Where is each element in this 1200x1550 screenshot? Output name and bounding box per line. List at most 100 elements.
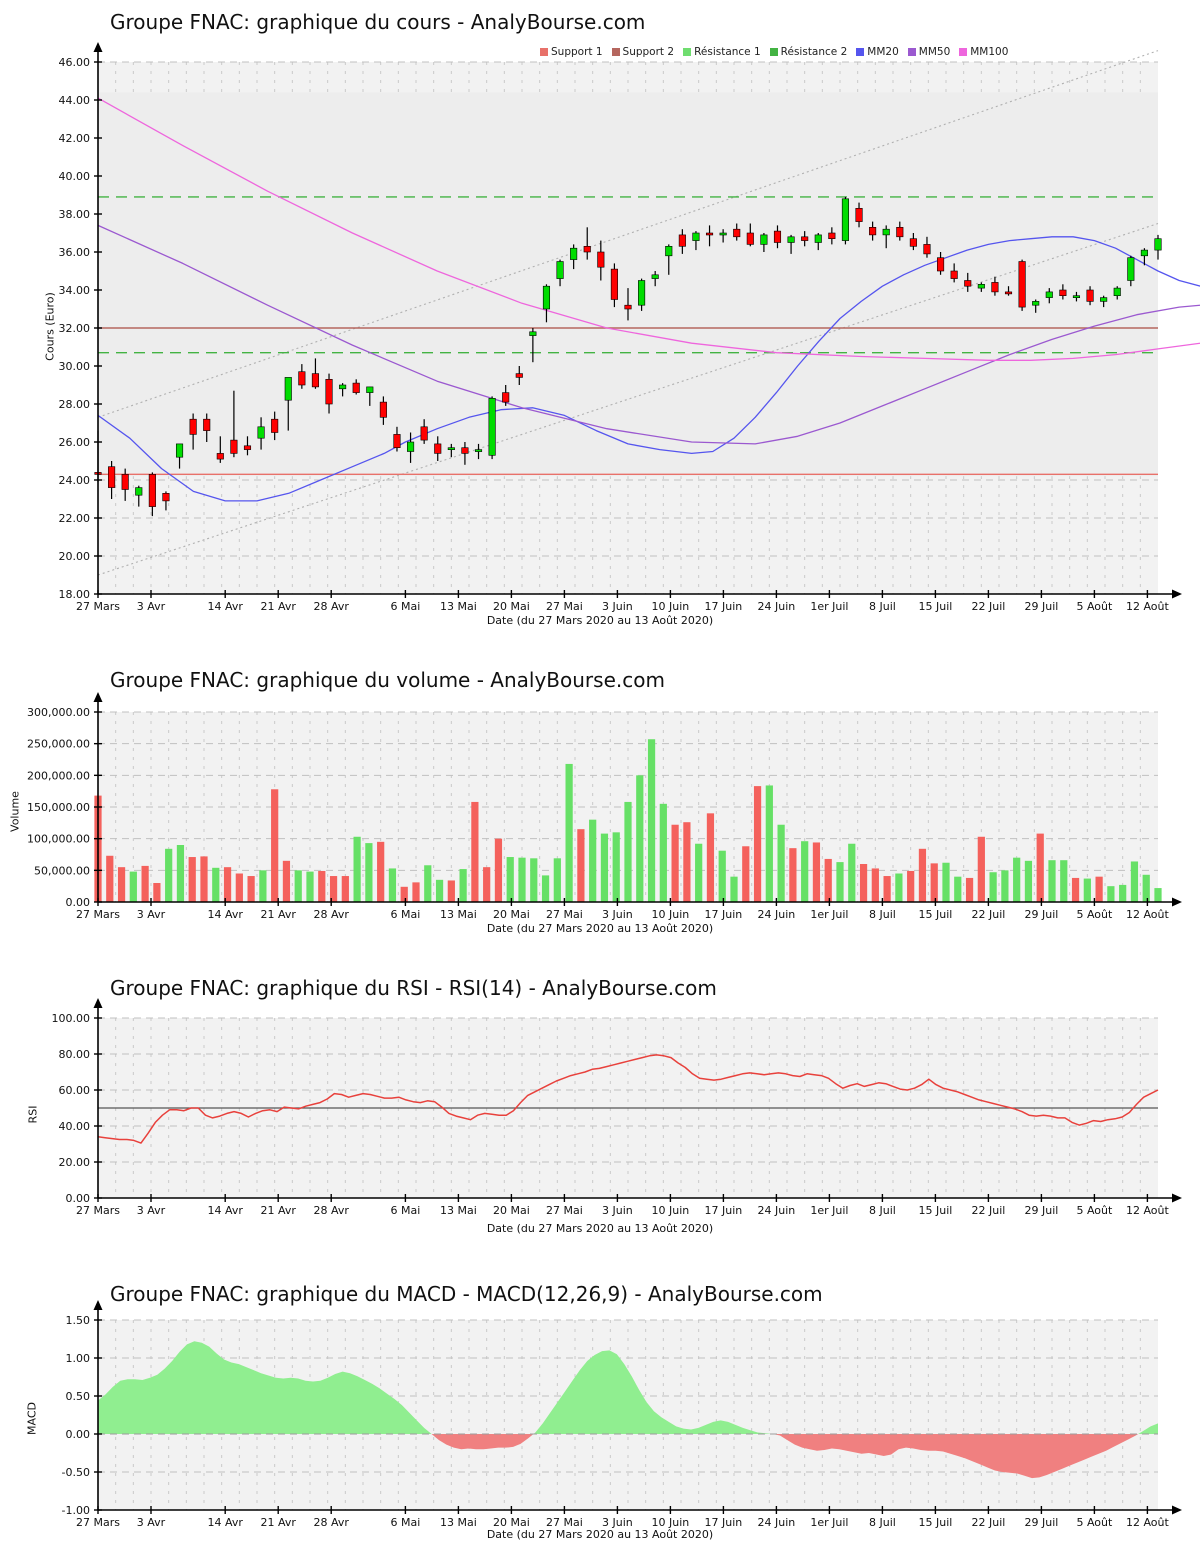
candlestick-body[interactable] bbox=[502, 392, 510, 403]
candlestick-body[interactable] bbox=[733, 228, 741, 238]
candlestick-body[interactable] bbox=[556, 261, 564, 279]
candlestick-body[interactable] bbox=[434, 443, 442, 454]
volume-bar[interactable] bbox=[930, 863, 938, 902]
candlestick-body[interactable] bbox=[801, 236, 809, 241]
volume-bar[interactable] bbox=[200, 856, 208, 902]
volume-bar[interactable] bbox=[977, 836, 985, 902]
volume-bar[interactable] bbox=[730, 876, 738, 902]
volume-bar[interactable] bbox=[577, 829, 585, 902]
volume-bar[interactable] bbox=[1119, 884, 1127, 902]
candlestick-body[interactable] bbox=[257, 426, 265, 439]
legend-item-mm100[interactable]: MM100 bbox=[959, 46, 1008, 58]
candlestick-body[interactable] bbox=[773, 230, 782, 243]
volume-bar[interactable] bbox=[1013, 857, 1021, 902]
candlestick-body[interactable] bbox=[828, 232, 836, 239]
volume-bar[interactable] bbox=[789, 848, 797, 902]
volume-bar[interactable] bbox=[954, 876, 962, 902]
volume-bar[interactable] bbox=[506, 857, 514, 902]
candlestick-body[interactable] bbox=[379, 401, 387, 418]
candlestick-body[interactable] bbox=[665, 246, 673, 257]
volume-bar[interactable] bbox=[153, 883, 161, 902]
volume-bar[interactable] bbox=[1107, 886, 1115, 902]
candlestick-body[interactable] bbox=[108, 466, 116, 488]
candlestick-body[interactable] bbox=[882, 228, 890, 236]
volume-bar[interactable] bbox=[777, 824, 785, 902]
volume-bar[interactable] bbox=[188, 857, 196, 902]
candlestick-body[interactable] bbox=[311, 373, 319, 388]
volume-bar[interactable] bbox=[235, 873, 243, 903]
candlestick-body[interactable] bbox=[1059, 289, 1067, 296]
candlestick-body[interactable] bbox=[352, 382, 360, 393]
candlestick-body[interactable] bbox=[203, 418, 211, 431]
candlestick-body[interactable] bbox=[1018, 261, 1026, 308]
volume-bar[interactable] bbox=[106, 855, 114, 902]
volume-bar[interactable] bbox=[471, 801, 479, 902]
volume-bar[interactable] bbox=[176, 845, 185, 902]
volume-bar[interactable] bbox=[483, 867, 491, 902]
volume-bar[interactable] bbox=[282, 860, 291, 902]
volume-bar[interactable] bbox=[742, 846, 750, 902]
candlestick-body[interactable] bbox=[284, 377, 292, 401]
volume-bar[interactable] bbox=[247, 876, 255, 902]
candlestick-body[interactable] bbox=[1004, 291, 1013, 295]
volume-bar[interactable] bbox=[318, 870, 326, 902]
candlestick-body[interactable] bbox=[678, 234, 686, 247]
candlestick-body[interactable] bbox=[719, 232, 727, 236]
volume-bar[interactable] bbox=[400, 886, 408, 902]
candlestick-body[interactable] bbox=[692, 232, 700, 241]
candlestick-body[interactable] bbox=[950, 270, 958, 279]
legend-item-r-sistance-1[interactable]: Résistance 1 bbox=[683, 46, 761, 58]
candlestick-body[interactable] bbox=[542, 285, 551, 310]
volume-bar[interactable] bbox=[365, 843, 373, 902]
volume-bar[interactable] bbox=[989, 872, 997, 902]
candlestick-body[interactable] bbox=[651, 274, 659, 279]
candlestick-body[interactable] bbox=[339, 384, 347, 390]
candlestick-body[interactable] bbox=[298, 371, 306, 386]
candlestick-body[interactable] bbox=[366, 386, 374, 393]
volume-bar[interactable] bbox=[565, 763, 573, 902]
volume-bar[interactable] bbox=[659, 803, 667, 902]
volume-bar[interactable] bbox=[447, 880, 455, 902]
candlestick-body[interactable] bbox=[474, 449, 483, 452]
candlestick-body[interactable] bbox=[937, 257, 945, 272]
candlestick-body[interactable] bbox=[1100, 297, 1108, 302]
candlestick-body[interactable] bbox=[148, 473, 156, 507]
volume-bar[interactable] bbox=[1071, 877, 1080, 902]
volume-bar[interactable] bbox=[294, 870, 302, 902]
candlestick-body[interactable] bbox=[705, 232, 714, 236]
legend-item-support-2[interactable]: Support 2 bbox=[611, 46, 674, 58]
candlestick-body[interactable] bbox=[447, 447, 455, 451]
candlestick-body[interactable] bbox=[1086, 289, 1094, 302]
volume-bar[interactable] bbox=[647, 739, 656, 902]
volume-bar[interactable] bbox=[553, 858, 561, 902]
volume-bar[interactable] bbox=[765, 785, 773, 902]
candlestick-body[interactable] bbox=[271, 418, 279, 433]
volume-bar[interactable] bbox=[612, 832, 620, 902]
candlestick-body[interactable] bbox=[121, 473, 129, 490]
candlestick-body[interactable] bbox=[638, 280, 646, 306]
candlestick-body[interactable] bbox=[325, 378, 333, 405]
candlestick-body[interactable] bbox=[869, 227, 877, 236]
candlestick-body[interactable] bbox=[909, 238, 917, 247]
candlestick-body[interactable] bbox=[216, 453, 224, 460]
volume-bar[interactable] bbox=[117, 867, 126, 902]
candlestick-body[interactable] bbox=[787, 236, 795, 243]
candlestick-body[interactable] bbox=[583, 246, 591, 253]
price-chart-svg[interactable]: 18.00 20.00 22.00 24.00 26.00 28.00 30.00 32.00… bbox=[0, 0, 1200, 650]
volume-bar[interactable] bbox=[424, 865, 432, 902]
volume-bar[interactable] bbox=[494, 838, 503, 902]
candlestick-body[interactable] bbox=[135, 487, 143, 496]
volume-bar[interactable] bbox=[530, 858, 538, 902]
candlestick-body[interactable] bbox=[162, 492, 170, 502]
volume-bar[interactable] bbox=[965, 877, 974, 902]
volume-bar[interactable] bbox=[212, 867, 220, 902]
candlestick-body[interactable] bbox=[597, 251, 605, 268]
volume-bar[interactable] bbox=[223, 867, 232, 902]
volume-bar[interactable] bbox=[695, 843, 703, 902]
volume-bar[interactable] bbox=[353, 836, 361, 902]
legend-item-support-1[interactable]: Support 1 bbox=[540, 46, 603, 58]
volume-bar[interactable] bbox=[706, 813, 715, 902]
candlestick-body[interactable] bbox=[1032, 301, 1040, 306]
volume-bar[interactable] bbox=[848, 843, 856, 902]
volume-bar[interactable] bbox=[329, 876, 338, 902]
